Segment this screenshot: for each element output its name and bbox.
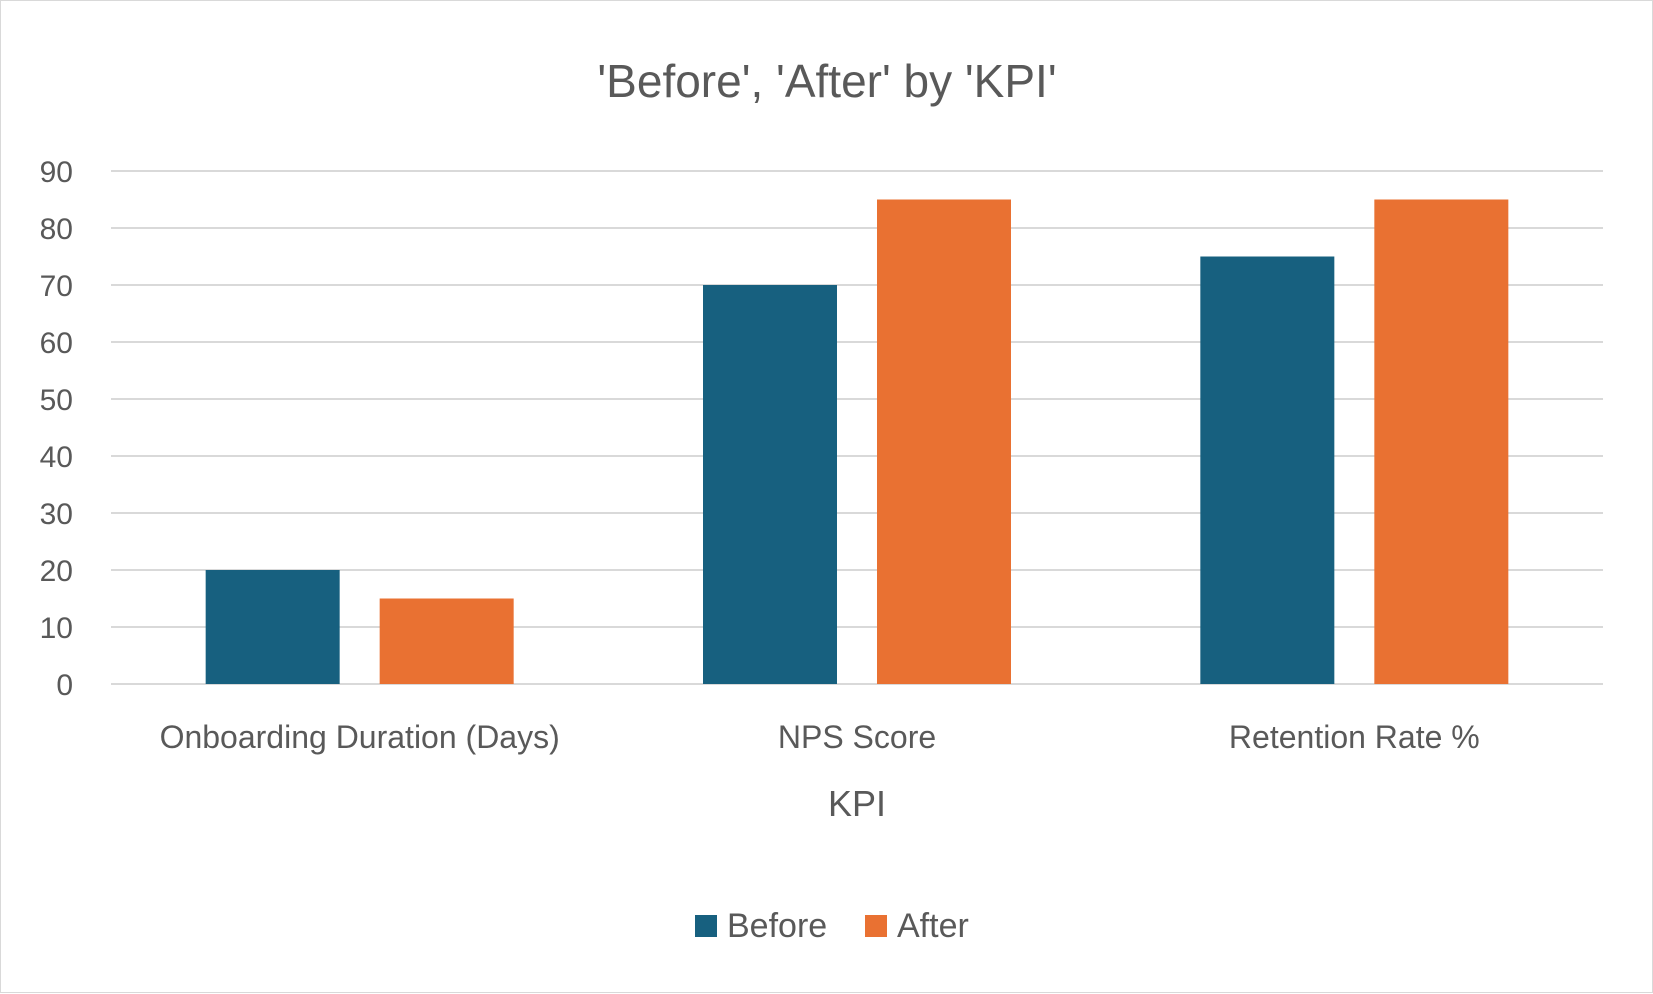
x-category-label: Onboarding Duration (Days): [160, 719, 560, 755]
y-tick-label: 20: [40, 555, 73, 588]
x-category-label: Retention Rate %: [1229, 719, 1480, 755]
y-axis-ticks: 0 10 20 30 40 50 60 70 80 90: [40, 156, 73, 702]
y-tick-label: 0: [56, 669, 73, 702]
y-tick-label: 50: [40, 384, 73, 417]
bar-after-1: [877, 199, 1011, 684]
y-tick-label: 80: [40, 213, 73, 246]
bars: [205, 199, 1509, 684]
y-tick-label: 40: [40, 441, 73, 474]
x-axis-categories: Onboarding Duration (Days) NPS Score Reten…: [160, 719, 1480, 755]
chart-title: 'Before', 'After' by 'KPI': [597, 55, 1056, 107]
legend-label-before: Before: [727, 907, 827, 945]
y-tick-label: 30: [40, 498, 73, 531]
legend: Before After: [695, 907, 969, 945]
y-tick-label: 90: [40, 156, 73, 189]
y-tick-label: 70: [40, 270, 73, 303]
bar-after-0: [379, 598, 514, 684]
bar-before-0: [205, 570, 340, 684]
x-axis-title: KPI: [828, 783, 886, 824]
legend-swatch-after: [865, 915, 887, 937]
gridlines: [111, 170, 1603, 685]
bar-before-1: [703, 285, 837, 684]
y-tick-label: 60: [40, 327, 73, 360]
bar-before-2: [1200, 256, 1335, 684]
x-category-label: NPS Score: [778, 719, 936, 755]
bar-after-2: [1374, 199, 1509, 684]
y-tick-label: 10: [40, 612, 73, 645]
legend-swatch-before: [695, 915, 717, 937]
legend-label-after: After: [897, 907, 969, 945]
